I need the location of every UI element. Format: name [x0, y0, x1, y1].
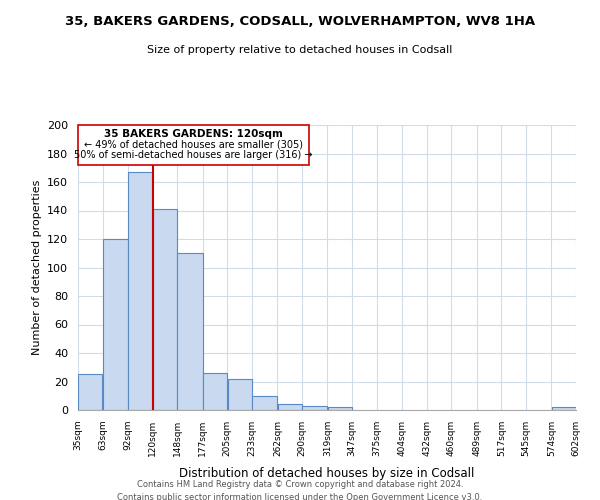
Text: 50% of semi-detached houses are larger (316) →: 50% of semi-detached houses are larger (…: [74, 150, 313, 160]
Bar: [203, 373, 227, 410]
Text: Size of property relative to detached houses in Codsall: Size of property relative to detached ho…: [148, 45, 452, 55]
Bar: [153, 209, 177, 410]
Bar: [178, 253, 203, 410]
Bar: [302, 406, 327, 410]
Text: Contains HM Land Registry data © Crown copyright and database right 2024.: Contains HM Land Registry data © Crown c…: [137, 480, 463, 489]
Text: 35 BAKERS GARDENS: 120sqm: 35 BAKERS GARDENS: 120sqm: [104, 130, 283, 140]
Bar: [103, 239, 128, 410]
Bar: [227, 378, 251, 410]
Bar: [278, 404, 302, 410]
Text: 35, BAKERS GARDENS, CODSALL, WOLVERHAMPTON, WV8 1HA: 35, BAKERS GARDENS, CODSALL, WOLVERHAMPT…: [65, 15, 535, 28]
Bar: [328, 407, 352, 410]
X-axis label: Distribution of detached houses by size in Codsall: Distribution of detached houses by size …: [179, 467, 475, 480]
Bar: [551, 407, 576, 410]
Bar: [252, 396, 277, 410]
FancyBboxPatch shape: [78, 125, 309, 165]
Text: Contains public sector information licensed under the Open Government Licence v3: Contains public sector information licen…: [118, 492, 482, 500]
Text: ← 49% of detached houses are smaller (305): ← 49% of detached houses are smaller (30…: [84, 140, 303, 150]
Bar: [128, 172, 152, 410]
Y-axis label: Number of detached properties: Number of detached properties: [32, 180, 41, 355]
Bar: [78, 374, 103, 410]
